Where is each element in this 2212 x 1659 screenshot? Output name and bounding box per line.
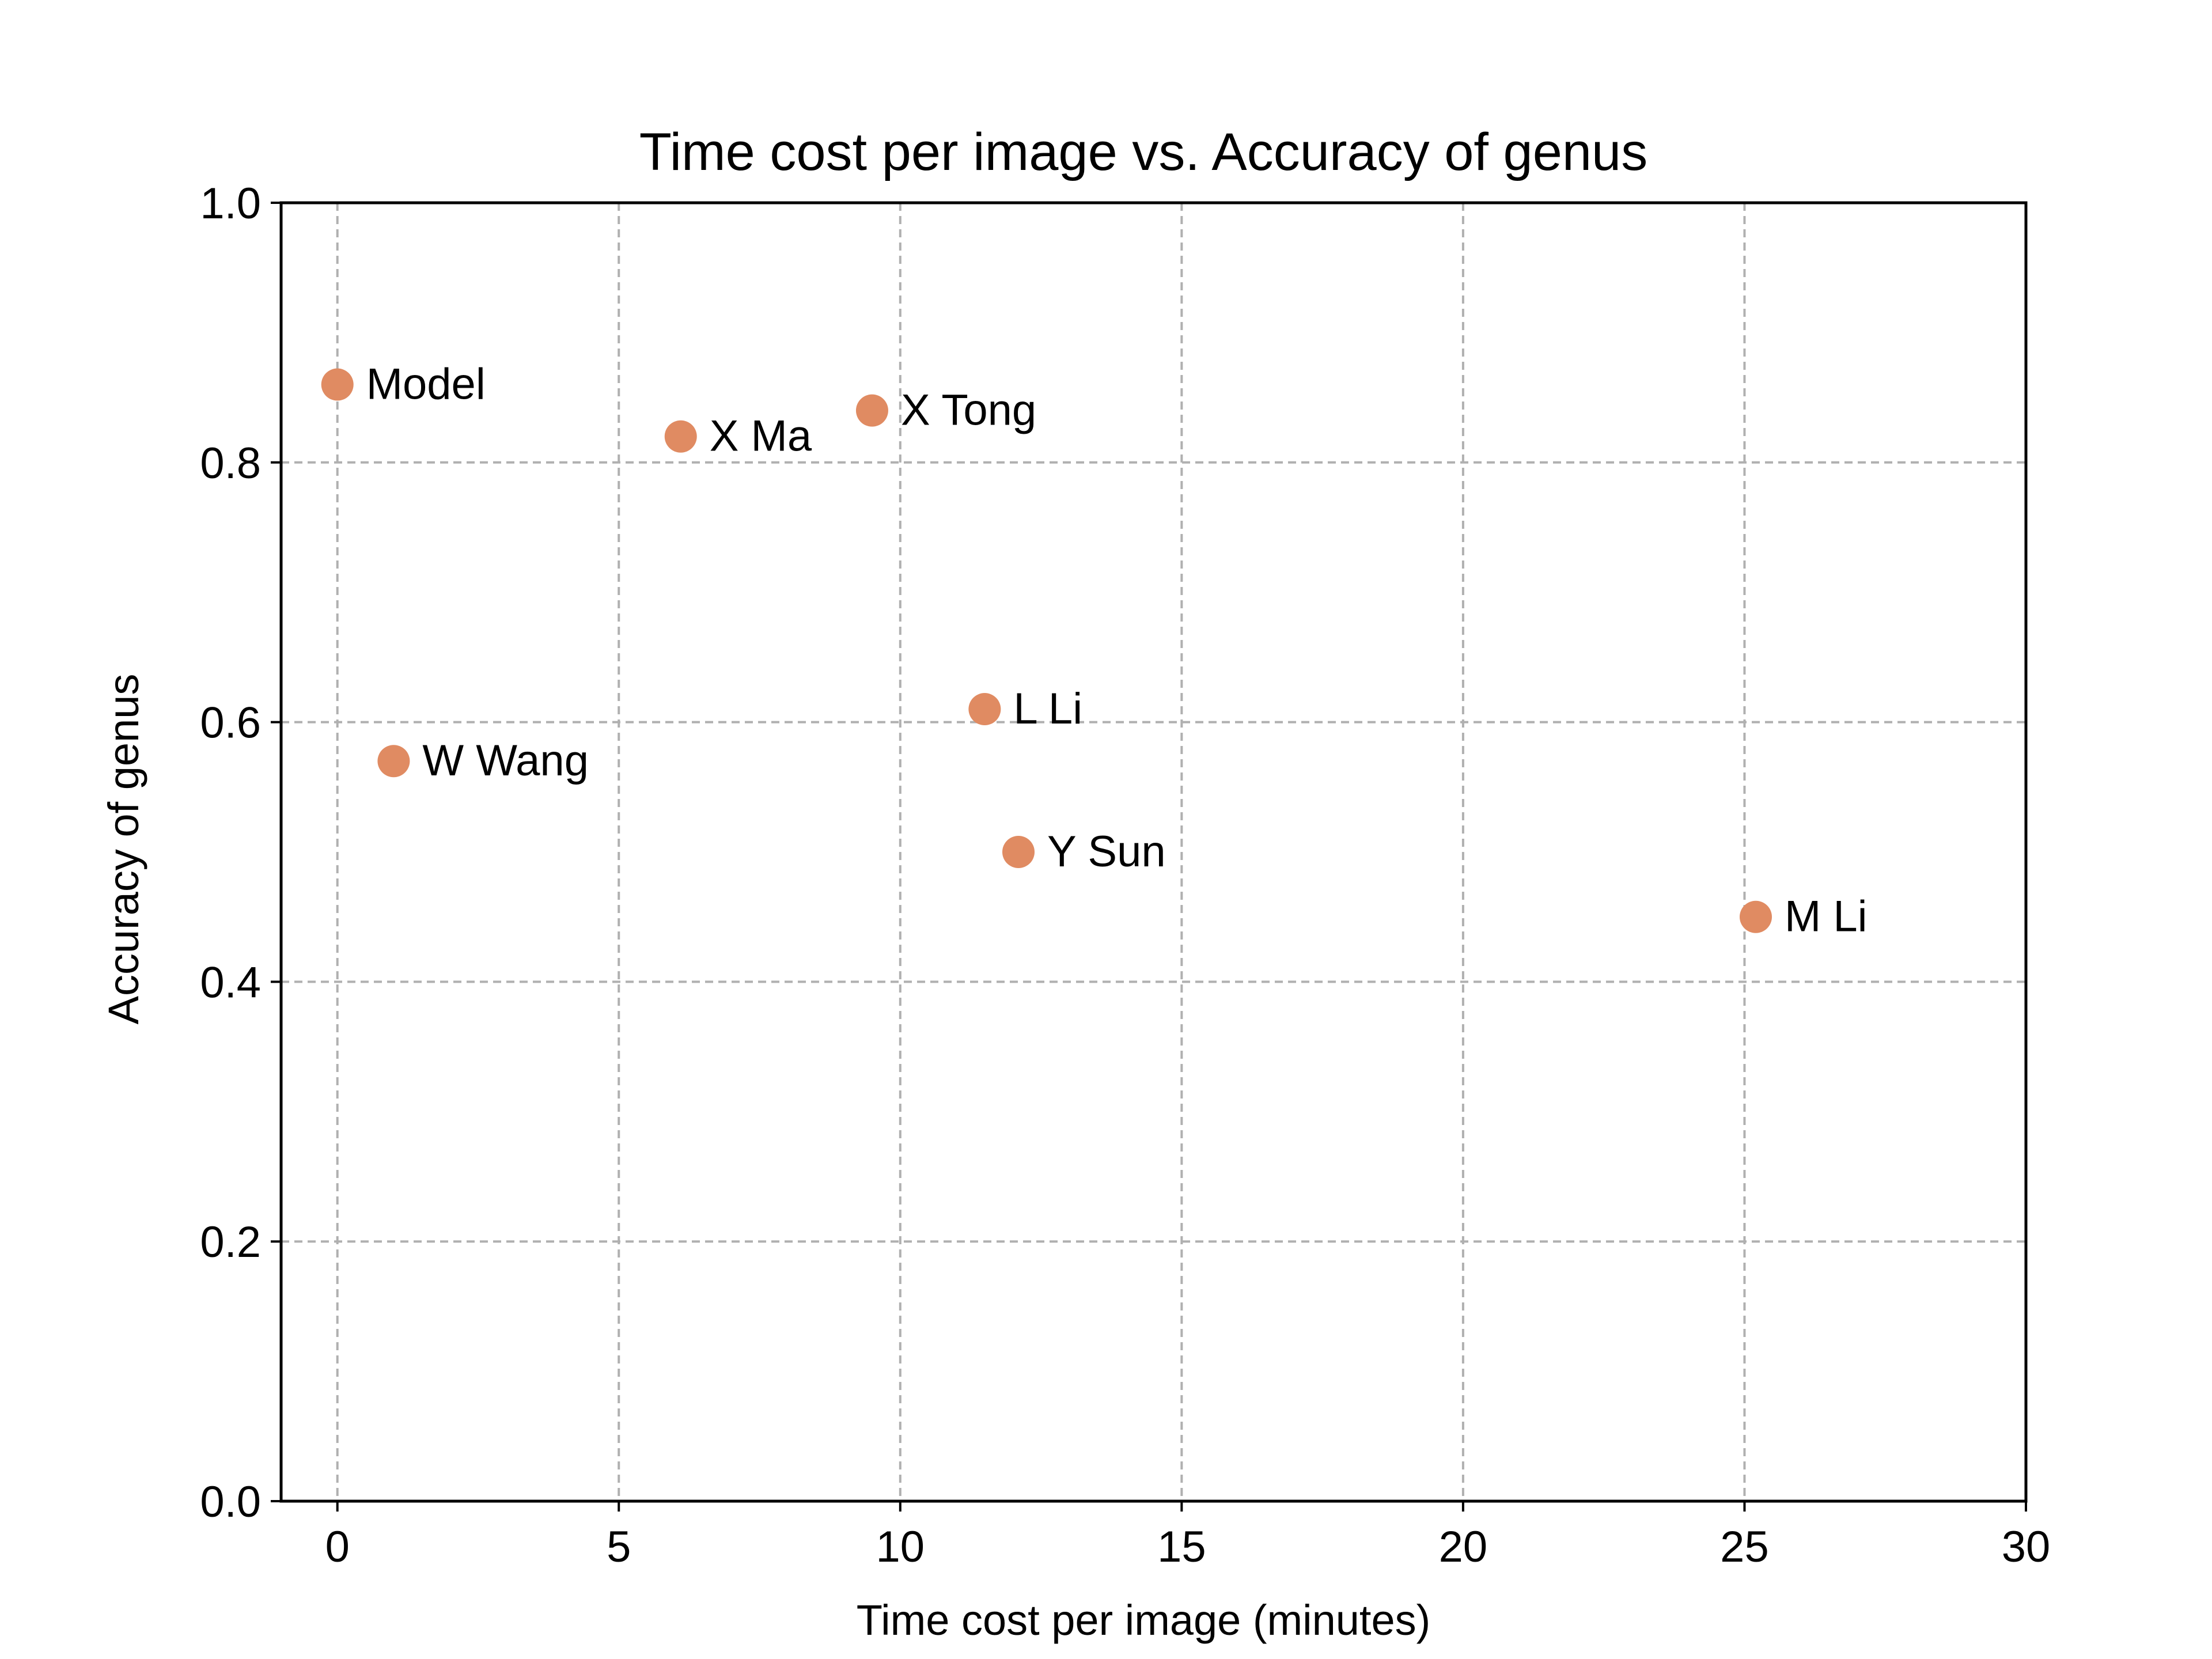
point-marker xyxy=(321,368,354,401)
data-point: Model xyxy=(321,360,486,409)
y-axis-ticks: 0.0 0.2 0.4 0.6 0.8 1.0 xyxy=(200,179,281,1527)
data-point: Y Sun xyxy=(1002,827,1166,876)
chart-title: Time cost per image vs. Accuracy of genu… xyxy=(639,123,1647,181)
y-tick-label: 0.0 xyxy=(200,1478,261,1527)
x-tick-label: 15 xyxy=(1157,1522,1206,1571)
point-marker xyxy=(377,745,410,778)
point-marker xyxy=(1739,900,1772,933)
x-axis-label: Time cost per image (minutes) xyxy=(857,1596,1431,1644)
data-point: W Wang xyxy=(377,736,589,785)
x-tick-label: 30 xyxy=(2002,1522,2051,1571)
data-point: L Li xyxy=(968,684,1082,733)
data-point: X Tong xyxy=(855,386,1036,435)
point-label: M Li xyxy=(1785,892,1868,941)
point-label: W Wang xyxy=(422,736,589,785)
point-label: L Li xyxy=(1013,684,1082,733)
y-tick-label: 0.6 xyxy=(200,699,261,748)
plot-area-frame xyxy=(279,201,2028,1503)
point-marker xyxy=(664,420,697,453)
point-marker xyxy=(1002,836,1035,868)
y-axis-label: Accuracy of genus xyxy=(100,674,147,1025)
data-point: M Li xyxy=(1739,892,1868,941)
y-tick-label: 0.8 xyxy=(200,439,261,488)
x-tick-label: 20 xyxy=(1439,1522,1488,1571)
data-point: X Ma xyxy=(664,412,812,461)
point-marker xyxy=(968,693,1001,726)
point-label: X Ma xyxy=(710,412,812,461)
point-label: X Tong xyxy=(901,386,1036,435)
x-tick-label: 25 xyxy=(1720,1522,1769,1571)
point-label: Model xyxy=(366,360,486,409)
y-tick-label: 1.0 xyxy=(200,179,261,228)
y-tick-label: 0.4 xyxy=(200,958,261,1007)
x-tick-label: 0 xyxy=(325,1522,350,1571)
x-axis-ticks: 0 5 10 15 20 25 30 xyxy=(325,1501,2051,1571)
x-tick-label: 10 xyxy=(876,1522,925,1571)
data-points: Model W Wang X Ma X Tong L Li Y Sun M Li xyxy=(321,360,1868,941)
point-marker xyxy=(855,394,888,427)
y-tick-label: 0.2 xyxy=(200,1218,261,1267)
point-label: Y Sun xyxy=(1047,827,1166,876)
x-tick-label: 5 xyxy=(607,1522,631,1571)
